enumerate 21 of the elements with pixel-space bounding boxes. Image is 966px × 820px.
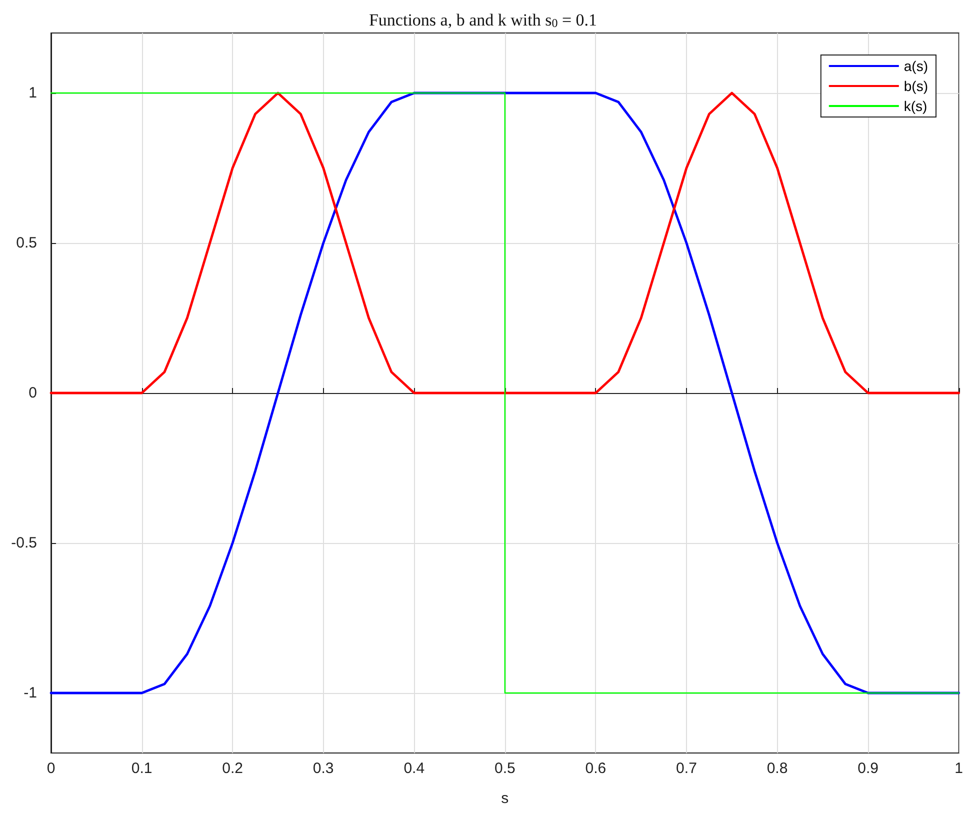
x-tick-label: 0.3 xyxy=(312,760,334,777)
x-tick-label: 0.5 xyxy=(494,760,516,777)
x-tick-label: 0.2 xyxy=(222,760,243,777)
legend-label: b(s) xyxy=(904,78,928,94)
y-tick-label: 0 xyxy=(28,384,37,402)
x-tick-label: 0.6 xyxy=(585,760,606,777)
y-tick-label: -1 xyxy=(24,684,37,702)
y-tick-label: 1 xyxy=(28,84,37,102)
x-tick-label: 0 xyxy=(46,760,56,777)
x-axis-title: s xyxy=(501,790,509,807)
x-tick-label: 0.9 xyxy=(858,760,878,777)
x-tick-label: 1 xyxy=(954,760,963,777)
y-tick-label: -0.5 xyxy=(11,534,37,552)
legend-label: a(s) xyxy=(904,58,928,74)
x-tick-label: 0.4 xyxy=(404,760,425,777)
chart-title: Functions a, b and k with s0 = 0.1 xyxy=(368,10,598,30)
y-tick-label: 0.5 xyxy=(16,234,37,252)
x-tick-label: 0.7 xyxy=(676,760,697,777)
x-tick-label: 0.8 xyxy=(766,760,788,777)
x-tick-label: 0.1 xyxy=(131,760,152,777)
legend-label: k(s) xyxy=(904,98,928,114)
